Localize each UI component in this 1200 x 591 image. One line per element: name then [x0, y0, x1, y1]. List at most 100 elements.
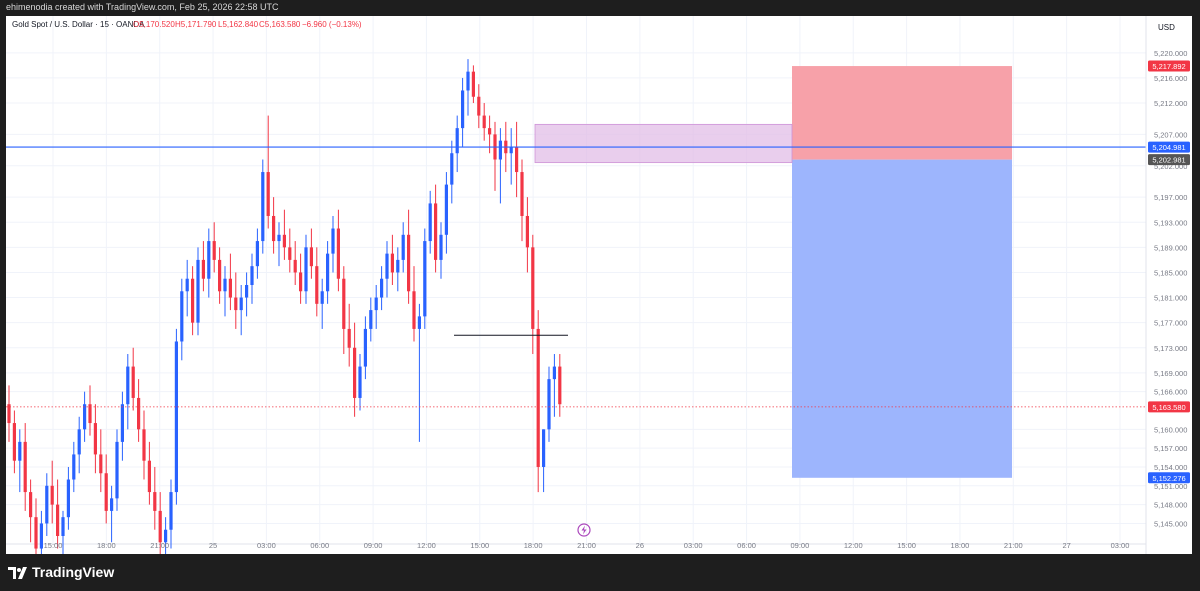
candle-body	[428, 203, 432, 242]
candle-body	[277, 234, 281, 242]
candle-body	[315, 266, 319, 304]
price-label: 5,202.981	[1148, 154, 1190, 166]
y-tick-label: 5,166.000	[1154, 388, 1187, 397]
candle	[218, 247, 222, 304]
price-label-bg	[1148, 401, 1190, 413]
y-tick-label: 5,207.000	[1154, 130, 1187, 139]
candle-body	[180, 291, 184, 342]
candle-body	[558, 366, 562, 405]
candle-body	[207, 241, 211, 279]
x-tick-label: 21:00	[1004, 541, 1023, 550]
legend-change: −6.960 (−0.13%)	[302, 20, 362, 29]
x-tick-label: 18:00	[97, 541, 116, 550]
candle	[158, 492, 162, 555]
price-axis[interactable]: 5,220.000 5,216.000 5,212.000 5,207.000 5,20…	[1154, 49, 1187, 529]
candle	[201, 241, 205, 292]
candle	[272, 197, 276, 254]
candle	[45, 473, 49, 536]
legend-close: C5,163.580	[259, 20, 301, 29]
candle-body	[390, 253, 394, 273]
currency-label[interactable]: USD	[1158, 23, 1175, 32]
x-tick-label: 26	[636, 541, 644, 550]
candle	[29, 479, 33, 543]
alert-icon[interactable]	[577, 523, 591, 537]
price-label: 5,204.981	[1148, 141, 1190, 153]
candle	[34, 498, 38, 568]
x-tick-label: 21:00	[150, 541, 169, 550]
candle-body	[164, 529, 168, 543]
candle	[412, 266, 416, 342]
candle-body	[488, 128, 492, 135]
price-chart[interactable]: 5,220.000 5,216.000 5,212.000 5,207.000 5,20…	[6, 16, 1192, 580]
candle	[428, 190, 432, 254]
candle-body	[363, 328, 367, 367]
candle	[515, 121, 519, 198]
candle	[417, 303, 421, 442]
candle	[434, 184, 438, 273]
candle	[7, 385, 11, 442]
candle-body	[212, 241, 216, 260]
candle-body	[88, 404, 92, 424]
y-tick-label: 5,185.000	[1154, 268, 1187, 277]
candle	[234, 272, 238, 329]
candle-body	[461, 90, 465, 129]
candle-body	[509, 146, 513, 154]
candle-body	[326, 253, 330, 292]
candle-body	[498, 140, 502, 160]
candle	[137, 379, 141, 442]
candle	[525, 197, 529, 273]
candle	[455, 115, 459, 173]
candle	[363, 316, 367, 380]
candle-body	[450, 153, 454, 185]
candle	[153, 466, 157, 530]
candle-body	[536, 328, 540, 467]
candle-body	[223, 278, 227, 292]
candle-body	[50, 485, 54, 505]
candle	[39, 510, 43, 580]
candle-body	[142, 429, 146, 461]
candle	[369, 297, 373, 342]
candle-body	[34, 517, 38, 549]
candle	[304, 234, 308, 304]
candle-body	[336, 228, 340, 279]
candle-body	[299, 272, 303, 292]
legend-symbol: Gold Spot / U.S. Dollar · 15 · OANDA	[12, 20, 145, 29]
x-tick-label: 15:00	[44, 541, 63, 550]
candle-body	[120, 404, 124, 442]
candle-body	[61, 517, 65, 536]
candle-body	[423, 241, 427, 317]
candle-body	[417, 316, 421, 329]
candle	[115, 429, 119, 511]
candle	[223, 266, 227, 317]
candle	[331, 215, 335, 273]
candle-body	[412, 291, 416, 329]
candle-body	[72, 454, 76, 480]
x-tick-label: 03:00	[257, 541, 276, 550]
candle	[261, 159, 265, 254]
candle-body	[552, 366, 556, 380]
candle-body	[293, 259, 297, 273]
candle	[282, 209, 286, 260]
take-profit-zone	[792, 159, 1012, 478]
candle-body	[66, 479, 70, 518]
candle-body	[380, 278, 384, 298]
candle	[326, 241, 330, 304]
candle-body	[434, 203, 438, 260]
candle	[450, 140, 454, 204]
candle	[493, 121, 497, 191]
candle	[142, 410, 146, 480]
x-tick-label: 18:00	[524, 541, 543, 550]
price-label: 5,217.892	[1148, 60, 1190, 72]
candle	[174, 328, 178, 505]
candle	[196, 247, 200, 336]
candle-body	[29, 492, 33, 518]
footer-bar: TradingView	[0, 554, 1200, 591]
time-axis[interactable]: 15:00 18:00 21:00 25 03:00 06:00 09:00 12:00 15:…	[44, 541, 1130, 550]
candle	[99, 429, 103, 493]
candle-body	[174, 341, 178, 493]
candle	[498, 128, 502, 204]
candle-body	[99, 454, 103, 474]
candle-body	[169, 492, 173, 530]
candle	[93, 404, 97, 474]
candle-body	[520, 172, 524, 216]
